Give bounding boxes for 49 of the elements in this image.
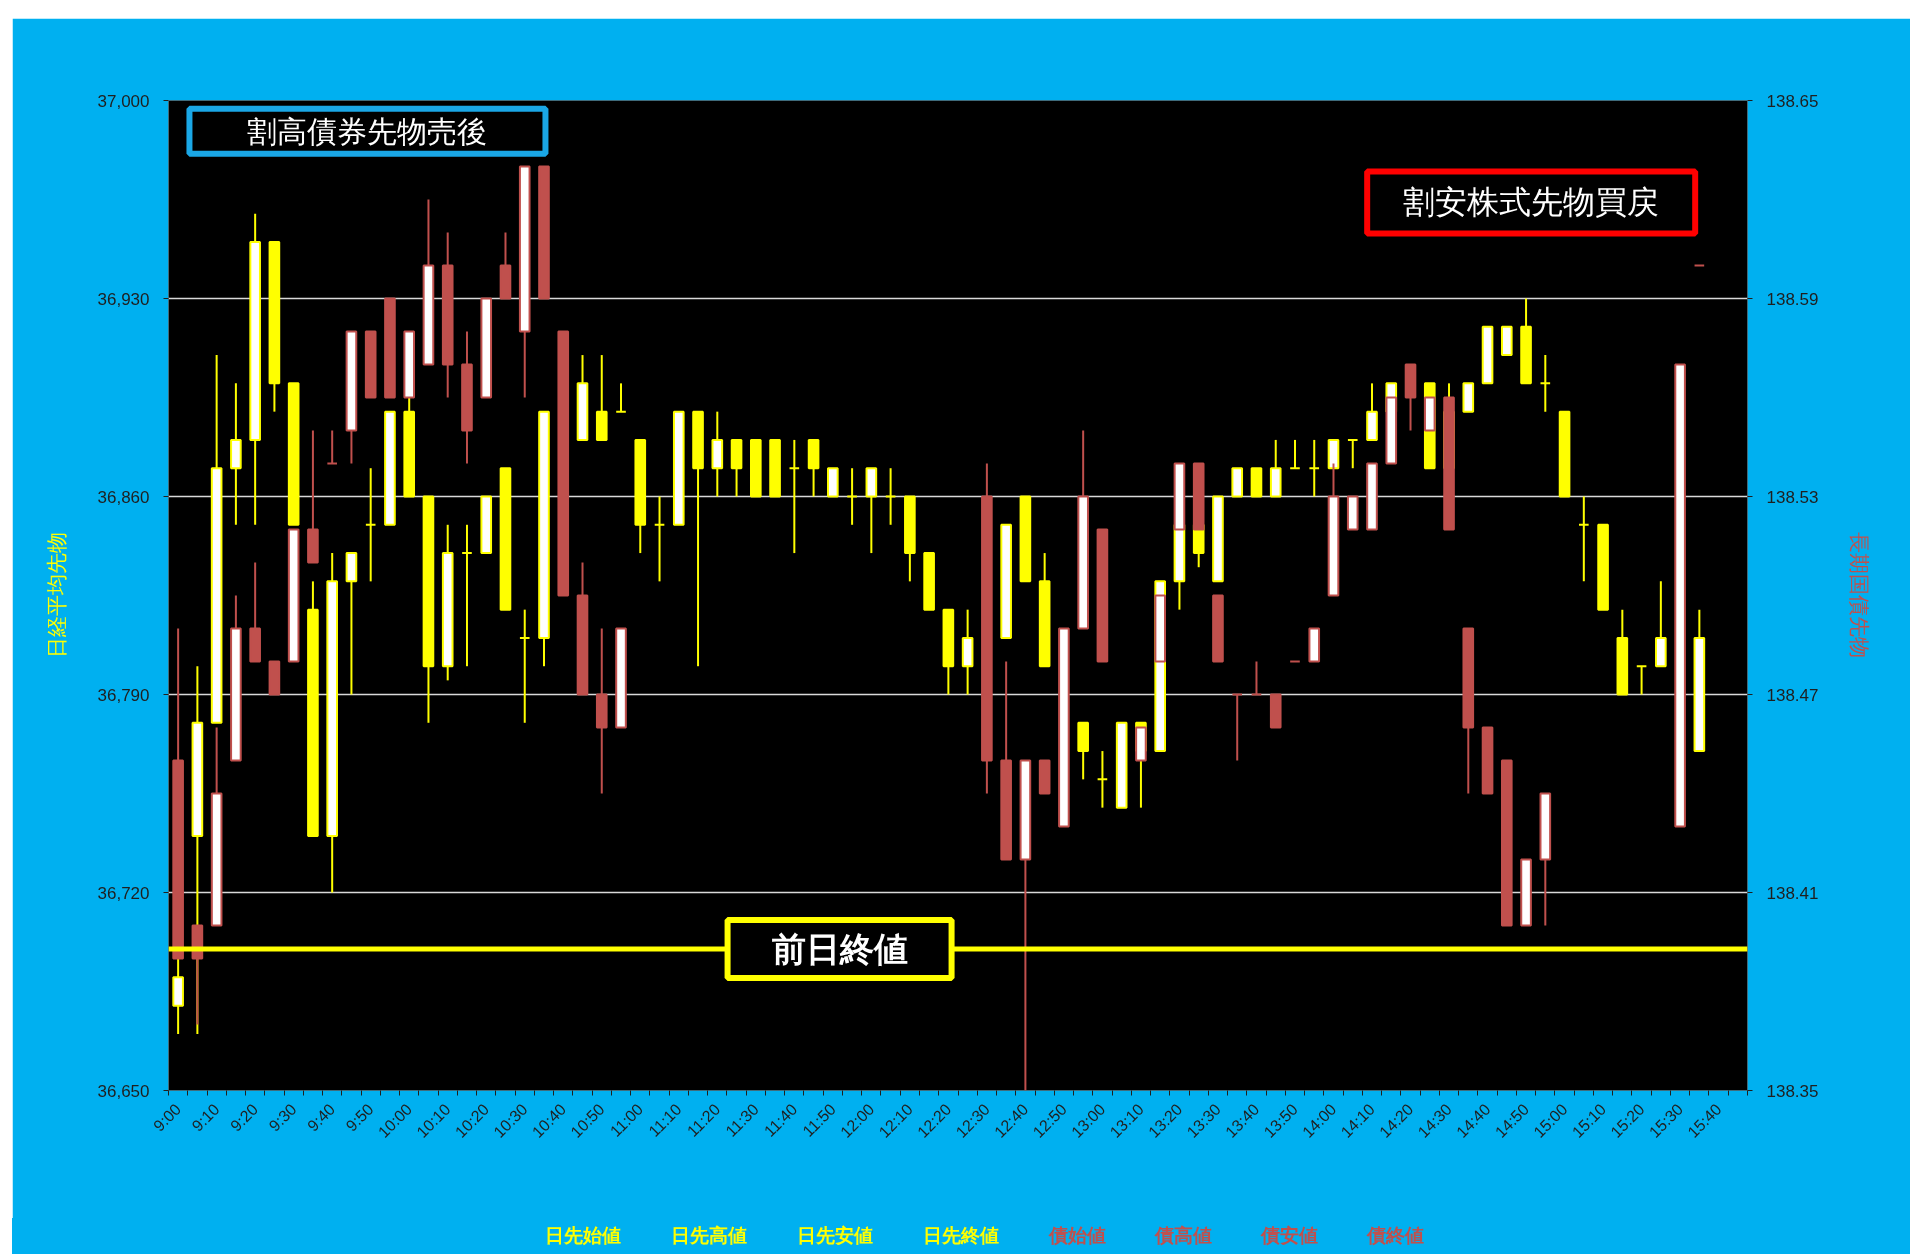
candlestick: [615, 382, 627, 413]
text: 日先高値: [671, 1223, 747, 1248]
y2-axis-title: 長期国債先物: [1847, 532, 1872, 659]
x-tick-label: 9:10: [188, 1100, 223, 1135]
candlestick: [1250, 660, 1263, 696]
y2-tick-label: 138.65: [1766, 91, 1819, 111]
text: 日先始値: [545, 1223, 621, 1248]
annotation: 割安株式先物買戻: [1403, 183, 1660, 222]
y-axis-title: 日経平均先物: [44, 532, 69, 659]
x-tick-label: 9:20: [227, 1100, 262, 1135]
candlestick: [1096, 750, 1109, 809]
annotation: 割高債券先物売後: [247, 113, 488, 149]
y2-tick-label: 138.59: [1766, 289, 1819, 309]
candlestick: [1539, 354, 1552, 413]
x-tick-label: 9:00: [150, 1100, 185, 1135]
x-tick-label: 9:50: [342, 1100, 377, 1135]
candlestick: [326, 429, 338, 465]
candlestick: [653, 495, 666, 583]
y-tick-label: 36,650: [97, 1081, 150, 1101]
y-tick-label: 36,790: [97, 685, 150, 705]
y-tick-label: 36,930: [97, 289, 150, 309]
candlestick: [364, 467, 377, 583]
candlestick: [461, 523, 473, 668]
text: 日先終値: [923, 1223, 999, 1248]
x-tick-label: 9:30: [265, 1100, 300, 1135]
y-tick-label: 36,720: [97, 883, 150, 903]
y-tick-label: 37,000: [97, 91, 150, 111]
x-tick-label: 9:40: [304, 1100, 339, 1135]
candlestick: [1289, 438, 1301, 470]
y2-tick-label: 138.53: [1766, 487, 1819, 507]
candlestick: [884, 467, 897, 526]
text: 債安値: [1261, 1223, 1318, 1248]
text: 債高値: [1155, 1223, 1212, 1248]
candlestick: [518, 608, 531, 724]
candlestick: [1308, 438, 1321, 498]
candlestick: [846, 467, 858, 526]
y2-tick-label: 138.47: [1766, 685, 1819, 705]
candlestick: [1635, 665, 1648, 696]
ref-line-label: 前日終値: [771, 929, 908, 970]
candlestick: [1231, 693, 1244, 762]
candlestick: [788, 438, 801, 555]
y2-tick-label: 138.35: [1766, 1081, 1819, 1101]
text: 債始値: [1049, 1223, 1106, 1248]
y-tick-label: 36,860: [97, 487, 150, 507]
text: 債終値: [1367, 1223, 1424, 1248]
candlestick: [1578, 495, 1590, 583]
y2-tick-label: 138.41: [1766, 883, 1819, 903]
text: 日先安値: [797, 1223, 873, 1248]
candlestick: [1346, 438, 1359, 470]
